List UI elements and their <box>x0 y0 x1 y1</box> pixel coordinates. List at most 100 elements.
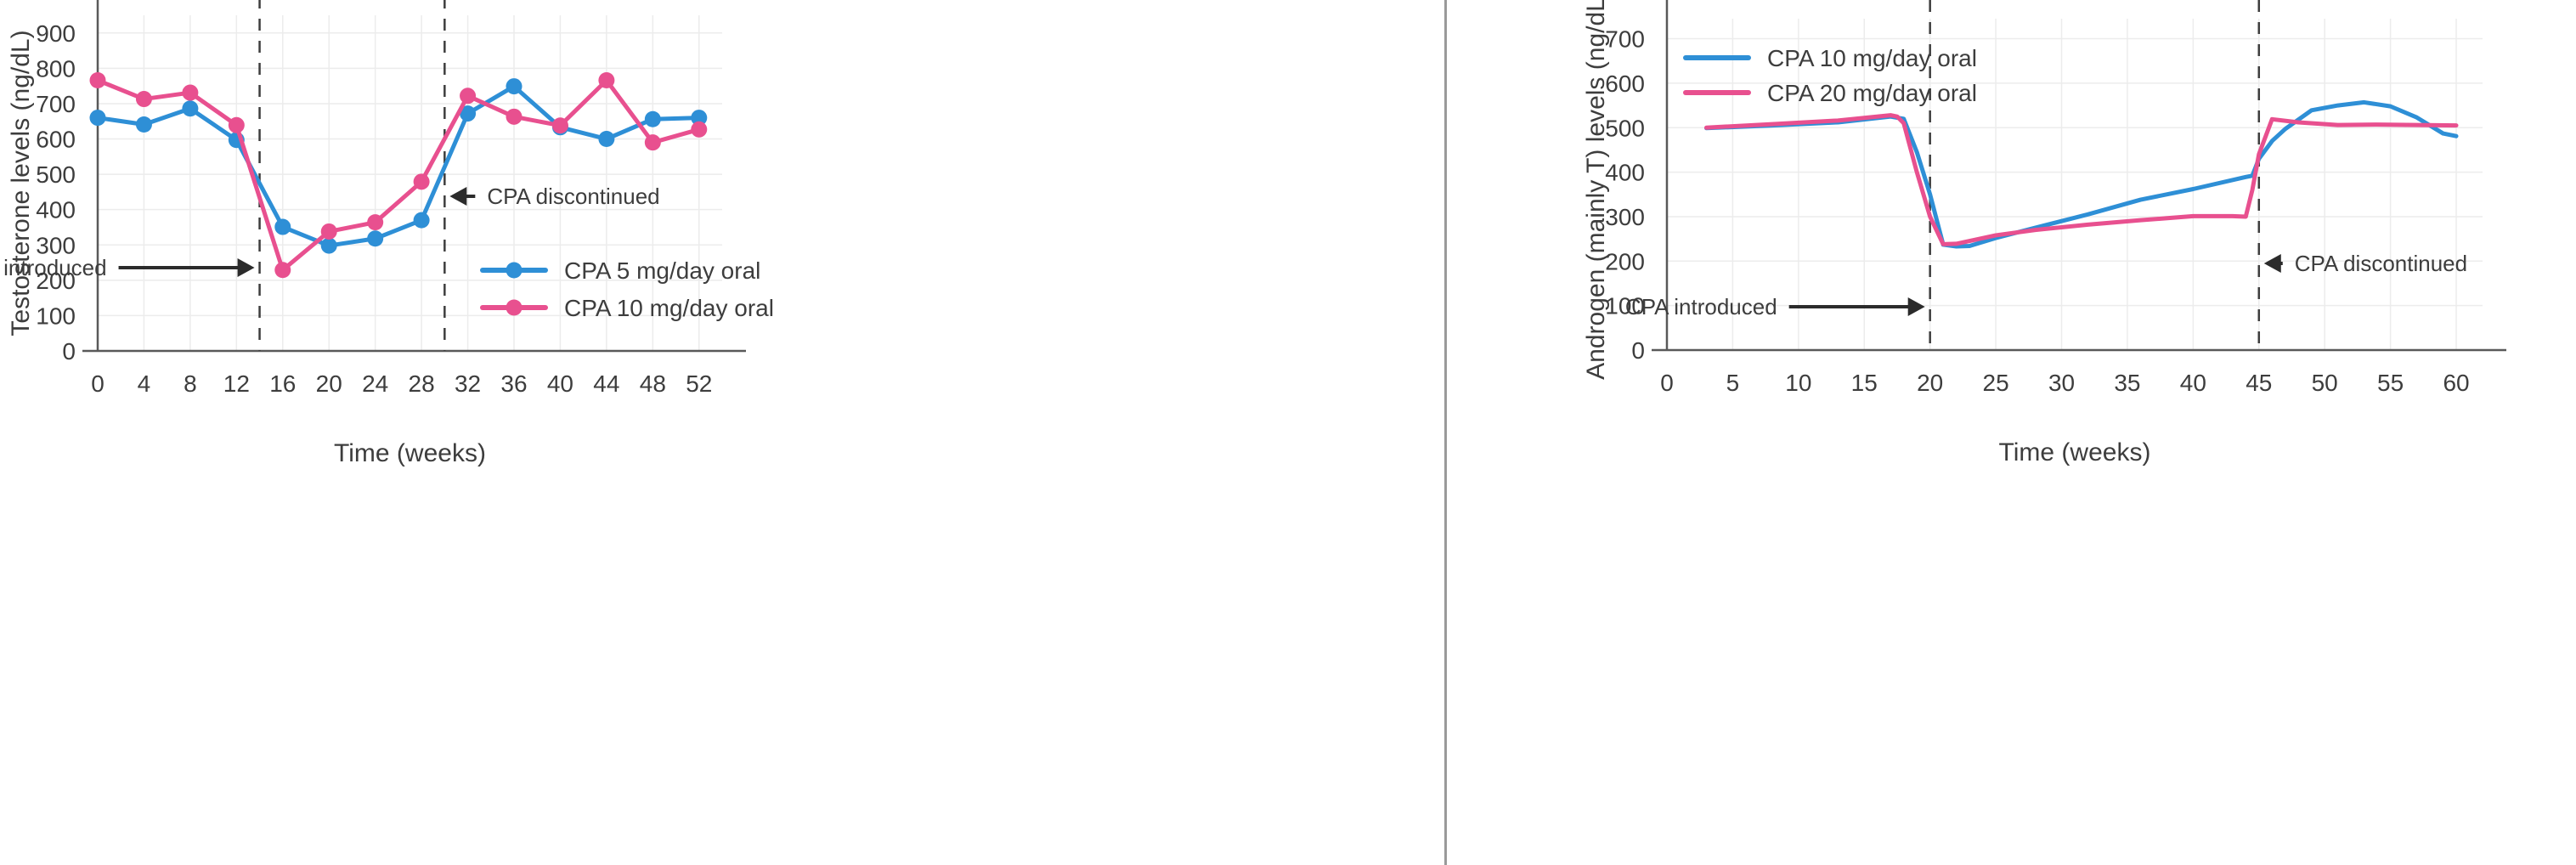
y-tick-label: 400 <box>36 197 76 223</box>
y-tick-label: 700 <box>36 91 76 117</box>
y-tick-label: 600 <box>1605 71 1645 97</box>
x-tick-label: 60 <box>2443 370 2469 396</box>
x-axis-title: Time (weeks) <box>1999 438 2151 466</box>
x-tick-label: 4 <box>138 370 151 397</box>
annotation-arrow-head <box>2263 254 2281 273</box>
x-tick-label: 36 <box>500 370 527 397</box>
y-tick-label: 100 <box>1605 293 1645 319</box>
legend-marker <box>506 262 523 279</box>
annotation-label: CPA introduced <box>1625 294 1777 319</box>
data-point <box>598 72 615 89</box>
data-point <box>89 72 106 89</box>
data-point <box>367 230 384 247</box>
data-point <box>320 237 337 254</box>
x-tick-label: 44 <box>593 370 619 397</box>
data-point <box>228 116 245 133</box>
x-tick-label: 45 <box>2246 370 2272 396</box>
data-point <box>320 223 337 240</box>
series-line-2 <box>95 78 702 273</box>
y-axis-title: Androgen (mainly T) levels (ng/dL) <box>1582 0 1610 380</box>
data-point <box>506 78 523 95</box>
y-tick-label: 100 <box>36 302 76 329</box>
annotations: CPA introduced CPA discontinued <box>0 184 660 280</box>
y-tick-label: 400 <box>1605 160 1645 186</box>
data-point <box>182 100 199 117</box>
annotation-label: CPA introduced <box>0 255 107 280</box>
y-tick-label: 500 <box>36 161 76 188</box>
data-point <box>644 110 661 127</box>
x-tick-label: 40 <box>2180 370 2206 396</box>
series-line-2 <box>1703 113 2459 246</box>
series-group <box>1703 99 2459 249</box>
x-tick-label: 15 <box>1851 370 1878 396</box>
data-point <box>691 121 708 138</box>
legend-label: CPA 5 mg/day oral <box>564 257 760 284</box>
annotation-arrow-head <box>449 187 467 206</box>
y-tick-label: 900 <box>36 20 76 47</box>
x-tick-label: 0 <box>91 370 105 397</box>
legend-label: CPA 10 mg/day oral <box>564 295 774 321</box>
data-point <box>274 218 291 235</box>
data-point <box>135 116 152 133</box>
annotation-label: CPA discontinued <box>2295 251 2467 276</box>
y-tick-label: 0 <box>1631 337 1645 364</box>
x-tick-label: 5 <box>1726 370 1740 396</box>
x-tick-label: 28 <box>409 370 435 397</box>
x-tick-label: 24 <box>362 370 388 397</box>
x-tick-label: 48 <box>640 370 666 397</box>
axes <box>82 0 746 353</box>
x-tick-label: 8 <box>184 370 197 397</box>
y-tick-label: 300 <box>1605 204 1645 230</box>
annotation-label: CPA discontinued <box>487 184 659 209</box>
x-tick-label: 52 <box>686 370 712 397</box>
x-tick-label: 50 <box>2312 370 2338 396</box>
x-tick-label: 16 <box>269 370 296 397</box>
x-tick-label: 20 <box>316 370 342 397</box>
legend-marker <box>506 299 523 316</box>
axes <box>1652 0 2506 352</box>
x-tick-label: 12 <box>223 370 250 397</box>
y-tick-label: 200 <box>1605 248 1645 274</box>
data-point <box>551 117 568 134</box>
x-tick-label: 55 <box>2377 370 2404 396</box>
data-point <box>506 108 523 125</box>
series-markers-2 <box>89 72 708 279</box>
event-lines <box>1929 0 2261 350</box>
y-tick-label: 0 <box>62 338 76 365</box>
chart-panel-right: 0 100 200 300 400 500 600 700 0 5 10 15 20 25 30 35 40 45… <box>1444 0 2576 865</box>
grid-lines <box>98 15 722 351</box>
x-tick-label: 20 <box>1917 370 1943 396</box>
data-point <box>274 262 291 279</box>
androgen-chart: 0 100 200 300 400 500 600 700 0 5 10 15 20 25 30 35 40 45… <box>1582 0 2506 466</box>
x-tick-label: 0 <box>1660 370 1674 396</box>
x-tick-labels: 0 5 10 15 20 25 30 35 40 45 50 55 60 <box>1660 370 2469 396</box>
legend: CPA 10 mg/day oral CPA 20 mg/day oral <box>1683 45 1977 106</box>
data-point <box>367 214 384 231</box>
legend-label: CPA 20 mg/day oral <box>1767 80 1977 106</box>
panel-divider <box>1444 0 1447 865</box>
annotations: CPA introduced CPA discontinued <box>1625 251 2467 319</box>
y-tick-label: 200 <box>36 268 76 294</box>
data-point <box>644 134 661 151</box>
y-axis-title: Testosterone levels (ng/dL) <box>7 30 35 336</box>
series-group <box>89 72 708 279</box>
data-point <box>413 173 430 190</box>
annotation-arrow-head <box>237 258 255 277</box>
y-tick-labels: 0 100 200 300 400 500 600 700 <box>1605 26 1645 364</box>
x-tick-labels: 0 4 8 12 16 20 24 28 32 36 40 44 48 52 <box>91 370 712 397</box>
y-tick-label: 300 <box>36 232 76 258</box>
data-point <box>598 131 615 148</box>
data-point <box>413 212 430 229</box>
y-tick-label: 600 <box>36 127 76 153</box>
data-point <box>89 110 106 127</box>
x-tick-label: 35 <box>2114 370 2140 396</box>
event-lines <box>258 0 446 351</box>
y-tick-labels: 0 100 200 300 400 500 600 700 800 900 <box>36 20 76 365</box>
y-tick-label: 700 <box>1605 26 1645 53</box>
data-point <box>135 91 152 108</box>
series-line-1 <box>1703 99 2459 249</box>
x-axis-title: Time (weeks) <box>334 439 486 467</box>
x-tick-label: 40 <box>547 370 573 397</box>
